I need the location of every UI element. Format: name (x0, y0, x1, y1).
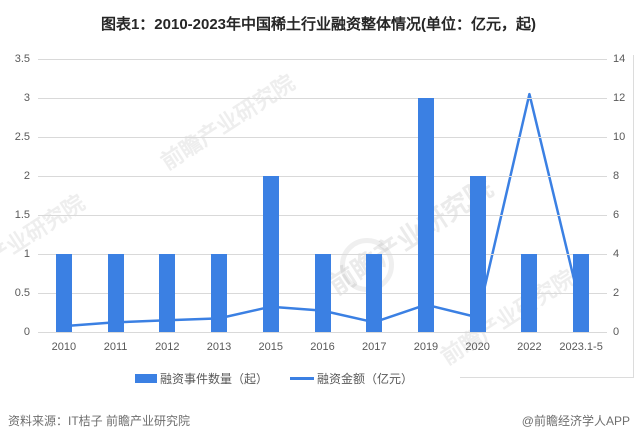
bar-2019 (417, 98, 434, 332)
x-axis-tick-2016: 2016 (310, 341, 335, 353)
x-axis-tick-2011: 2011 (103, 341, 128, 353)
y-axis-left-tick: 1 (23, 248, 30, 260)
gridline (38, 332, 607, 333)
x-axis-tick-2010: 2010 (51, 341, 77, 353)
y-axis-left-tick: 3 (23, 92, 30, 104)
y-axis-right-tick: 2 (613, 287, 620, 299)
gridline (38, 59, 607, 60)
x-axis-tick-2019: 2019 (413, 341, 439, 353)
bar-2017 (366, 254, 383, 332)
x-axis-tick-2020: 2020 (465, 341, 490, 353)
x-axis-tick-2015: 2015 (258, 341, 283, 353)
x-axis-tick-2012: 2012 (155, 341, 180, 353)
y-axis-left-tick: 3.5 (14, 53, 30, 65)
y-axis-right-tick: 8 (613, 170, 620, 182)
bar-2015 (262, 176, 279, 332)
y-axis-left-tick: 2.5 (14, 131, 30, 143)
y-axis-right-tick: 12 (613, 92, 626, 104)
gridline (38, 215, 607, 216)
y-axis-right-tick: 0 (613, 326, 620, 338)
x-axis-tick-2023.1-5: 2023.1-5 (559, 341, 603, 353)
legend-item-bars: 融资事件数量（起） (135, 370, 268, 387)
x-axis-tick-2013: 2013 (206, 341, 232, 353)
y-axis-left-tick: 2 (23, 170, 30, 182)
legend-item-line: 融资金额（亿元） (290, 370, 413, 387)
x-axis-tick-2022: 2022 (517, 341, 542, 353)
gridline (38, 98, 607, 99)
brand-note: @前瞻经济学人APP (521, 414, 630, 428)
y-axis-left-tick: 0 (23, 326, 30, 338)
chart-frame-bottom (460, 377, 634, 378)
legend-line-label: 融资金额（亿元） (317, 372, 414, 386)
bar-2012 (159, 254, 176, 332)
chart-title: 图表1：2010-2023年中国稀土行业融资整体情况(单位：亿元，起) (100, 16, 537, 33)
plot-area (38, 59, 607, 333)
gridline (38, 137, 607, 138)
bar-2010 (55, 254, 72, 332)
legend-bar-swatch (135, 374, 157, 383)
bar-2016 (314, 254, 331, 332)
legend: 融资事件数量（起） 融资金额（亿元） (135, 370, 413, 387)
bar-2011 (107, 254, 124, 332)
bar-2013 (211, 254, 228, 332)
y-axis-right-tick: 4 (613, 248, 620, 260)
y-axis-right-tick: 6 (613, 209, 620, 221)
bar-2020 (469, 176, 486, 332)
source-note: 资料来源：IT桔子 前瞻产业研究院 (8, 414, 190, 428)
y-axis-right-tick: 10 (613, 131, 626, 143)
chart-frame-right (633, 55, 634, 377)
gridline (38, 176, 607, 177)
x-axis-tick-2017: 2017 (361, 341, 387, 353)
y-axis-left-tick: 0.5 (14, 287, 30, 299)
legend-bar-label: 融资事件数量（起） (160, 372, 269, 386)
y-axis-right-tick: 14 (613, 53, 626, 65)
bar-2022 (521, 254, 538, 332)
bar-2023.1-5 (573, 254, 590, 332)
legend-line-swatch (290, 377, 315, 380)
y-axis-left-tick: 1.5 (14, 209, 30, 221)
